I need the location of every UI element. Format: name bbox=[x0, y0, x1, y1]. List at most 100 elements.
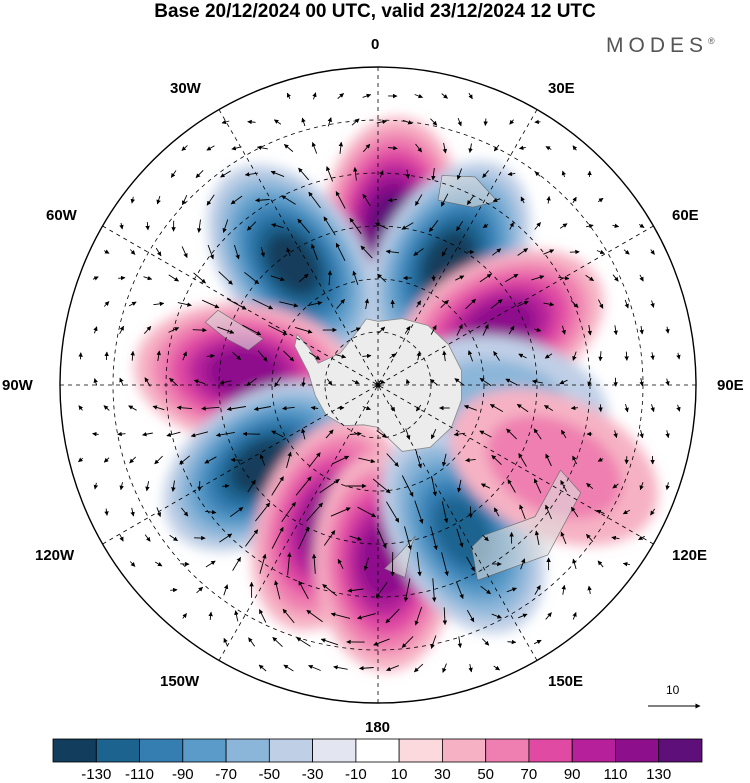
wind-vector bbox=[145, 481, 150, 492]
wind-vector bbox=[176, 405, 193, 410]
wind-vector bbox=[182, 613, 187, 619]
wind-vector bbox=[255, 197, 270, 203]
wind-vector bbox=[441, 501, 449, 524]
wind-vector bbox=[218, 271, 233, 285]
wind-vector bbox=[650, 300, 655, 308]
wind-vector bbox=[301, 117, 306, 127]
wind-vector bbox=[330, 507, 351, 517]
wind-vector bbox=[92, 276, 99, 281]
colorbar-swatch bbox=[225, 738, 270, 763]
wind-vector bbox=[286, 451, 292, 469]
wind-vector bbox=[457, 479, 462, 493]
wind-vector bbox=[323, 216, 336, 236]
wind-vector bbox=[506, 587, 517, 593]
wind-vector bbox=[493, 665, 500, 671]
wind-vector bbox=[598, 351, 603, 362]
wind-vector bbox=[544, 353, 553, 359]
wind-vector bbox=[482, 534, 489, 542]
anomaly-positive-10 bbox=[450, 388, 659, 546]
wind-vector bbox=[282, 608, 295, 624]
wind-vector bbox=[206, 145, 215, 151]
wind-vector bbox=[650, 508, 656, 516]
wind-vector bbox=[205, 509, 217, 515]
label-30e: 30E bbox=[548, 80, 575, 97]
wind-vector bbox=[268, 324, 288, 336]
wind-vector bbox=[246, 221, 257, 231]
wind-vector bbox=[270, 275, 285, 282]
wind-vector bbox=[104, 351, 109, 361]
wind-vector bbox=[413, 248, 424, 256]
wind-vector bbox=[362, 193, 371, 207]
colorbar-swatch bbox=[398, 738, 443, 763]
colorbar-label: -50 bbox=[258, 766, 281, 783]
wind-vector bbox=[415, 143, 423, 153]
wind-vector bbox=[507, 639, 517, 645]
wind-vector bbox=[665, 326, 670, 334]
wind-vector bbox=[570, 405, 578, 411]
wind-vector bbox=[104, 508, 109, 516]
wind-vector bbox=[230, 195, 243, 205]
wind-vector bbox=[401, 636, 414, 648]
wind-vector bbox=[333, 665, 348, 670]
wind-vector bbox=[349, 217, 362, 235]
colorbar-swatch bbox=[52, 738, 97, 763]
wind-vector bbox=[259, 454, 266, 466]
wind-vector bbox=[373, 638, 390, 646]
wind-vector bbox=[587, 585, 592, 594]
wind-vector bbox=[441, 453, 447, 467]
wind-vector bbox=[154, 455, 163, 465]
wind-vector bbox=[349, 535, 362, 541]
wind-vector bbox=[347, 588, 364, 593]
wind-vector bbox=[155, 247, 162, 257]
wind-vector bbox=[518, 145, 526, 151]
wind-vector bbox=[208, 611, 213, 620]
wind-vector bbox=[518, 453, 527, 467]
meridian-line bbox=[218, 109, 538, 661]
wind-vector bbox=[506, 428, 518, 440]
wind-vector bbox=[533, 428, 542, 440]
map-title: Base 20/12/2024 00 UTC, valid 23/12/2024… bbox=[154, 1, 596, 22]
label-120e: 120E bbox=[672, 547, 708, 564]
wind-vector bbox=[416, 300, 422, 308]
wind-vector bbox=[386, 453, 399, 467]
wind-vector bbox=[442, 142, 448, 154]
colorbar-swatch bbox=[355, 738, 400, 763]
label-180: 180 bbox=[365, 719, 391, 736]
wind-vector bbox=[196, 586, 204, 594]
wind-vector bbox=[130, 350, 135, 361]
map-boundary bbox=[59, 66, 697, 704]
wind-vector bbox=[129, 561, 136, 567]
wind-vector bbox=[517, 248, 529, 256]
wind-vector bbox=[230, 507, 244, 517]
wind-vector bbox=[624, 299, 629, 309]
wind-vector bbox=[294, 326, 313, 334]
wind-vector bbox=[130, 507, 135, 517]
wind-vector bbox=[351, 118, 360, 126]
colorbar-label: -10 bbox=[345, 766, 367, 783]
wind-vector bbox=[154, 561, 163, 567]
wind-vector bbox=[181, 145, 188, 151]
brand-name: MODES bbox=[606, 34, 709, 57]
wind-vector bbox=[128, 405, 137, 411]
wind-vector bbox=[638, 223, 645, 228]
wind-vector bbox=[330, 612, 351, 619]
wind-vector bbox=[279, 301, 299, 308]
wind-vector bbox=[453, 431, 466, 437]
wind-vector bbox=[377, 273, 387, 283]
wind-vector bbox=[286, 92, 292, 100]
wind-vector bbox=[166, 431, 181, 437]
wind-vector bbox=[260, 247, 265, 258]
wind-vector bbox=[479, 430, 492, 438]
wind-vector bbox=[232, 351, 242, 361]
wind-vector bbox=[205, 560, 216, 568]
wind-vector bbox=[481, 638, 490, 646]
wind-vector bbox=[247, 479, 256, 493]
colorbar-label: -90 bbox=[171, 766, 194, 783]
wind-vector bbox=[442, 663, 447, 673]
wind-vector bbox=[441, 247, 448, 257]
wind-vector bbox=[456, 323, 463, 336]
wind-vector bbox=[93, 482, 99, 490]
wind-vector bbox=[153, 301, 165, 307]
wind-vector bbox=[182, 351, 187, 361]
wind-vector bbox=[650, 352, 655, 361]
